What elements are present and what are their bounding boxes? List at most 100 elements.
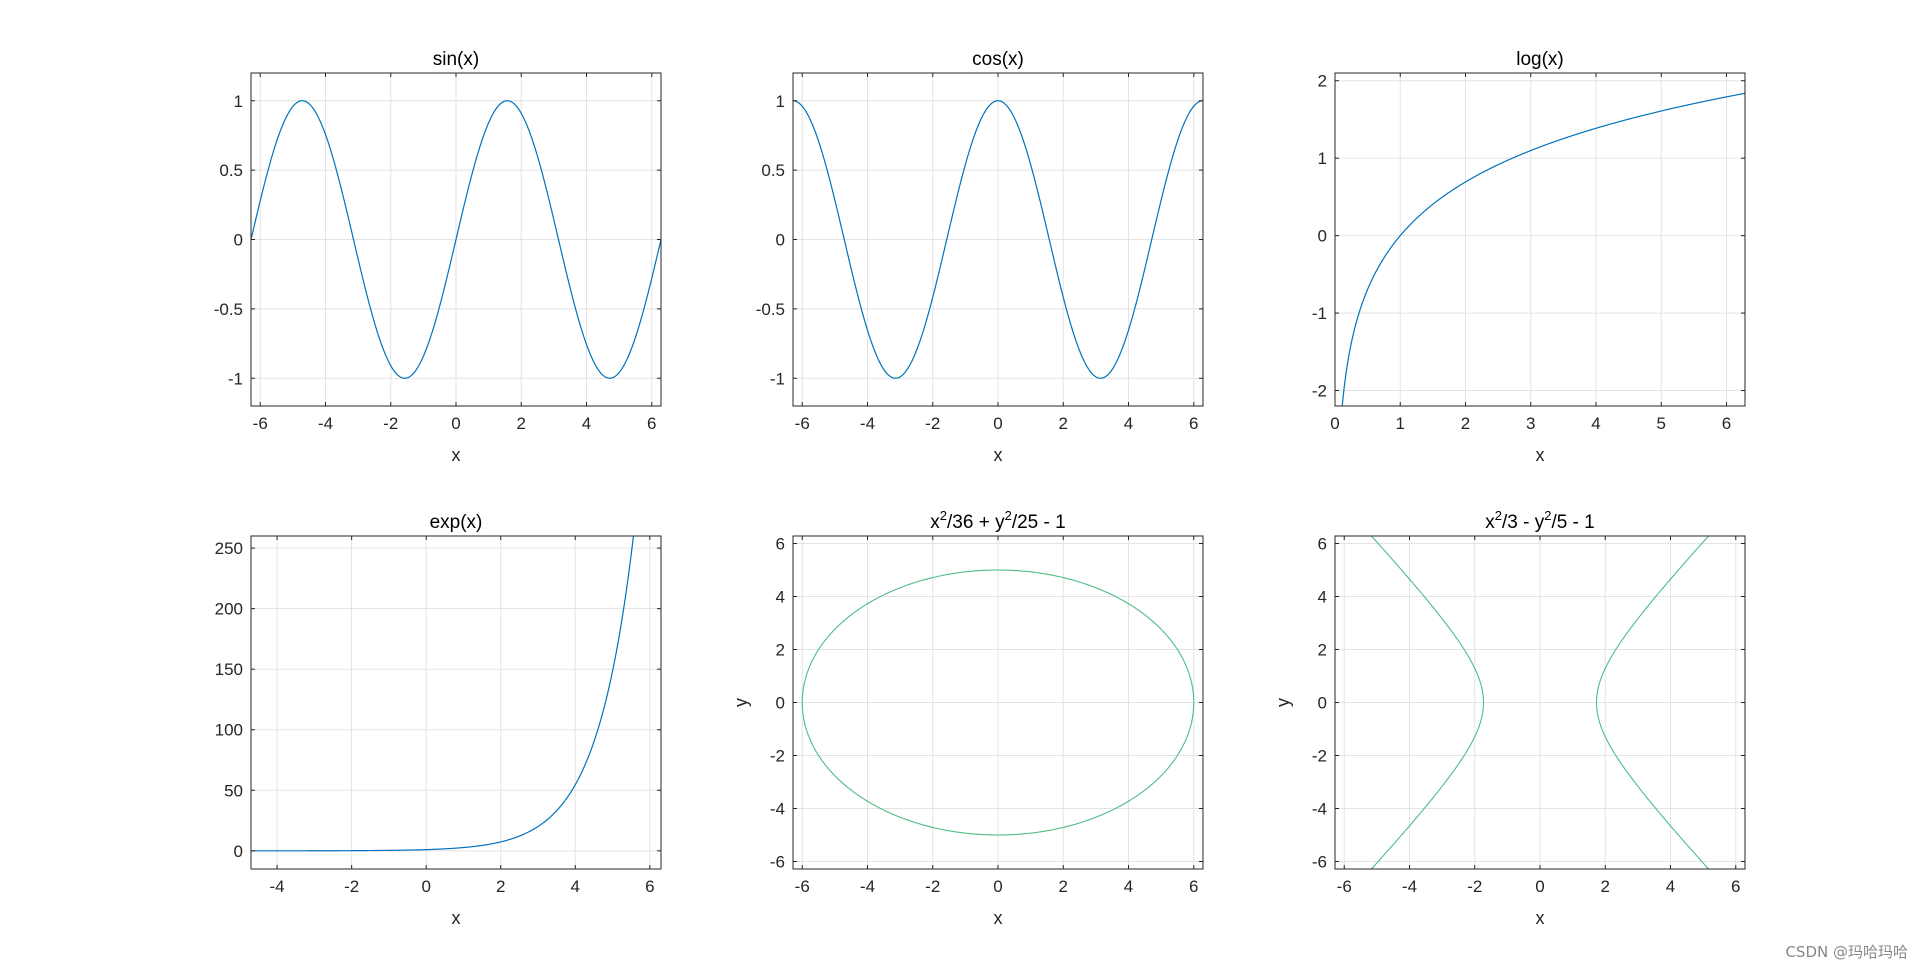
series-exp [251,536,635,852]
series-hyperbola-right [1595,536,1710,869]
x-tick-label: -6 [795,877,810,896]
x-tick-label: 4 [1591,414,1600,433]
y-tick-label: 4 [776,588,785,607]
y-tick-label: -6 [1312,852,1327,871]
axes-box [250,535,662,870]
x-tick-label: 4 [1666,877,1675,896]
plot-area [251,536,661,869]
subplot-title: sin(x) [433,49,479,70]
x-axis-label: x [994,908,1003,928]
series-log [1341,92,1745,406]
y-tick-label: 0 [234,231,243,250]
y-tick-label: -1 [1312,304,1327,323]
y-tick-label: -2 [1312,746,1327,765]
x-tick-label: 4 [1124,877,1133,896]
x-axis-label: x [1536,445,1545,465]
x-tick-label: 6 [1722,414,1731,433]
watermark: CSDN @玛哈玛哈 [1785,943,1908,961]
x-tick-label: 0 [993,414,1002,433]
plot-area [1335,73,1745,406]
x-tick-label: -6 [253,414,268,433]
y-tick-label: -0.5 [214,300,243,319]
y-tick-label: 0 [776,231,785,250]
y-tick-label: 150 [215,660,243,679]
y-tick-label: -1 [228,369,243,388]
series-ellipse [801,569,1195,836]
x-tick-label: -4 [860,877,875,896]
x-tick-label: 1 [1396,414,1405,433]
x-tick-label: -2 [383,414,398,433]
y-axis-label: y [1273,698,1293,707]
y-tick-label: 4 [1318,588,1327,607]
series-hyperbola-left [1370,536,1485,869]
y-tick-label: 0 [234,842,243,861]
x-tick-label: -4 [270,877,285,896]
x-tick-label: 2 [1461,414,1470,433]
x-tick-label: -6 [1337,877,1352,896]
series-cos [793,100,1203,379]
subplot-hyperbola: -6 -4 -2 0 2 4 6 -6 -4 -2 0 2 4 6 x y x2/3 - y2/5 - 1 [1273,508,1746,928]
subplot-title: exp(x) [430,512,483,533]
x-tick-label: -2 [1467,877,1482,896]
x-tick-label: 6 [1189,877,1198,896]
subplot-ellipse: -6 -4 -2 0 2 4 6 -6 -4 -2 0 2 4 6 x y x2/36 + y2/25 - 1 [731,508,1204,928]
y-tick-label: -1 [770,369,785,388]
y-tick-label: 1 [234,92,243,111]
x-tick-label: -6 [795,414,810,433]
y-tick-label: 6 [1318,535,1327,554]
x-tick-label: -4 [860,414,875,433]
x-tick-label: -2 [925,414,940,433]
x-axis-label: x [1536,908,1545,928]
y-tick-label: 0 [1318,694,1327,713]
x-tick-label: 4 [582,414,591,433]
x-tick-label: 6 [1189,414,1198,433]
y-tick-label: 0.5 [219,161,243,180]
y-axis-label: y [731,698,751,707]
subplot-exp: -4 -2 0 2 4 6 0 50 100 150 200 250 x exp(x) [215,512,662,928]
x-tick-label: 4 [1124,414,1133,433]
x-tick-label: -4 [1402,877,1417,896]
x-tick-label: 6 [647,414,656,433]
y-tick-label: 200 [215,600,243,619]
y-tick-label: -0.5 [756,300,785,319]
x-tick-label: -2 [344,877,359,896]
y-tick-label: 1 [776,92,785,111]
y-tick-label: -4 [1312,799,1327,818]
x-tick-label: 3 [1526,414,1535,433]
subplot-cos: -6 -4 -2 0 2 4 6 -1 -0.5 0 0.5 1 x cos(x) [756,49,1204,465]
subplot-title: x2/36 + y2/25 - 1 [930,508,1065,533]
x-tick-label: 4 [571,877,580,896]
subplot-sin: -6 -4 -2 0 2 4 6 -1 -0.5 0 0.5 1 x sin(x) [214,49,662,465]
x-tick-label: 2 [517,414,526,433]
x-tick-label: 6 [645,877,654,896]
x-tick-label: 2 [1601,877,1610,896]
subplot-title: cos(x) [972,49,1024,70]
y-tick-label: 2 [1318,641,1327,660]
x-tick-label: -4 [318,414,333,433]
subplot-title: log(x) [1516,49,1564,70]
y-tick-label: 6 [776,535,785,554]
x-tick-label: 2 [1059,877,1068,896]
x-tick-label: 0 [1535,877,1544,896]
y-tick-label: 250 [215,539,243,558]
subplot-log: 0 1 2 3 4 5 6 -2 -1 0 1 2 x log(x) [1312,49,1746,465]
x-axis-label: x [452,908,461,928]
x-tick-label: 2 [496,877,505,896]
y-tick-label: 50 [224,781,243,800]
y-tick-label: 0.5 [761,161,785,180]
x-tick-label: 6 [1731,877,1740,896]
x-axis-label: x [994,445,1003,465]
y-tick-label: -2 [1312,382,1327,401]
series-sin [251,100,661,379]
y-tick-label: -4 [770,799,785,818]
y-tick-label: 1 [1318,149,1327,168]
axes-box [1334,72,1746,407]
y-tick-label: 100 [215,721,243,740]
subplot-title: x2/3 - y2/5 - 1 [1485,508,1595,533]
x-tick-label: 0 [451,414,460,433]
y-tick-label: -6 [770,852,785,871]
x-tick-label: -2 [925,877,940,896]
x-axis-label: x [452,445,461,465]
y-tick-label: -2 [770,746,785,765]
